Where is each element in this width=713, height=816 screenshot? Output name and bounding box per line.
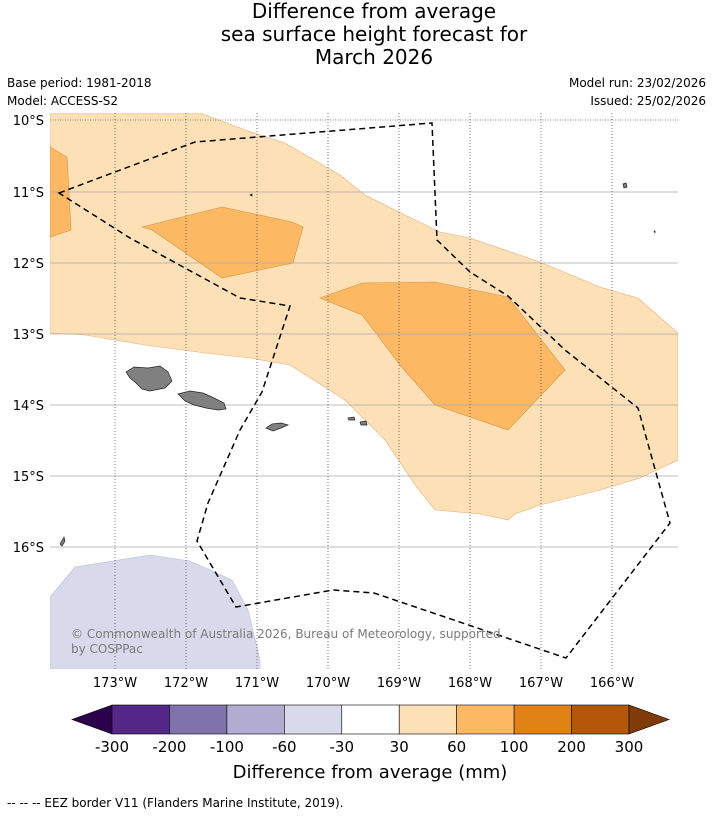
- lon-label: 167°W: [519, 676, 563, 691]
- map-area: [50, 113, 678, 669]
- colorbar: -300 -200 -100 -60 -30 30 60 100 200 300 Differen…: [71, 704, 670, 783]
- colorbar-bin: [226, 704, 285, 735]
- land: [59, 182, 656, 547]
- eez-border: [57, 122, 671, 659]
- island-islet: [59, 536, 66, 547]
- colorbar-tick-label: -30: [330, 738, 355, 756]
- lat-label: 12°S: [13, 257, 44, 272]
- colorbar-tick-label: -300: [95, 738, 129, 756]
- colorbar-bin: [456, 704, 515, 735]
- lat-label: 13°S: [13, 328, 44, 343]
- island-manua: [347, 416, 356, 421]
- island-manua: [359, 420, 368, 426]
- eez-legend-footer: -- -- -- EEZ border V11 (Flanders Marine…: [7, 796, 344, 810]
- island-islet: [622, 182, 628, 189]
- colorbar-tick-label: 200: [557, 738, 586, 756]
- anomaly-region-neg30-neg60: [50, 554, 261, 669]
- colorbar-bins: [111, 704, 630, 735]
- meta-left: Base period: 1981-2018 Model: ACCESS-S2: [7, 74, 152, 110]
- island-upolu: [177, 390, 227, 411]
- title-line-2: sea surface height forecast for: [220, 22, 528, 46]
- island-tutuila: [265, 422, 290, 432]
- colorbar-labels: -300 -200 -100 -60 -30 30 60 100 200 300: [95, 738, 643, 756]
- issued-date: Issued: 25/02/2026: [590, 94, 706, 108]
- lat-labels: 10°S 11°S 12°S 13°S 14°S 15°S 16°S: [13, 114, 44, 556]
- colorbar-bin: [341, 704, 400, 735]
- colorbar-tick-label: 60: [447, 738, 466, 756]
- graticule: [50, 113, 678, 669]
- lon-label: 166°W: [590, 676, 634, 691]
- lon-label: 169°W: [377, 676, 421, 691]
- colorbar-bin: [111, 704, 170, 735]
- island-savaii: [125, 365, 173, 392]
- colorbar-tick-label: -60: [272, 738, 297, 756]
- island-islet: [249, 193, 253, 197]
- lon-label: 173°W: [93, 676, 137, 691]
- chart-title: Difference from average sea surface heig…: [0, 0, 713, 69]
- lon-labels: 173°W 172°W 171°W 170°W 169°W 168°W 167°…: [93, 676, 634, 691]
- colorbar-tick-label: 100: [500, 738, 529, 756]
- lon-label: 172°W: [164, 676, 208, 691]
- lat-label: 15°S: [13, 470, 44, 485]
- title-line-3: March 2026: [314, 45, 434, 69]
- island-islet: [653, 230, 656, 234]
- anomaly-region-60-100: [140, 206, 304, 279]
- colorbar-bin: [398, 704, 457, 735]
- colorbar-bin: [513, 704, 572, 735]
- lon-label: 170°W: [306, 676, 350, 691]
- lat-label: 16°S: [13, 541, 44, 556]
- meta-right: Model run: 23/02/2026 Issued: 25/02/2026: [569, 74, 706, 110]
- title-line-1: Difference from average: [251, 0, 497, 23]
- credit-line-2: by COSPPac: [71, 642, 143, 656]
- lon-label: 171°W: [235, 676, 279, 691]
- colorbar-title: Difference from average (mm): [233, 762, 508, 783]
- lat-label: 10°S: [13, 114, 44, 129]
- lat-gridlines: [50, 119, 678, 548]
- colorbar-bin: [169, 704, 228, 735]
- model-run: Model run: 23/02/2026: [568, 76, 706, 90]
- model-name: Model: ACCESS-S2: [7, 94, 119, 108]
- lon-label: 168°W: [448, 676, 492, 691]
- anomaly-region-60-100: [319, 281, 566, 431]
- colorbar-bin: [571, 704, 630, 735]
- lat-label: 14°S: [13, 399, 44, 414]
- colorbar-under-arrow: [71, 704, 113, 735]
- colorbar-tick-label: -200: [152, 738, 186, 756]
- colorbar-tick-label: 300: [615, 738, 644, 756]
- colorbar-bin: [284, 704, 343, 735]
- base-period: Base period: 1981-2018: [7, 76, 152, 90]
- colorbar-over-arrow: [628, 704, 670, 735]
- credit-line-1: © Commonwealth of Australia 2026, Bureau…: [71, 627, 501, 641]
- lat-label: 11°S: [13, 186, 44, 201]
- colorbar-tick-label: -100: [210, 738, 244, 756]
- colorbar-tick-label: 30: [390, 738, 409, 756]
